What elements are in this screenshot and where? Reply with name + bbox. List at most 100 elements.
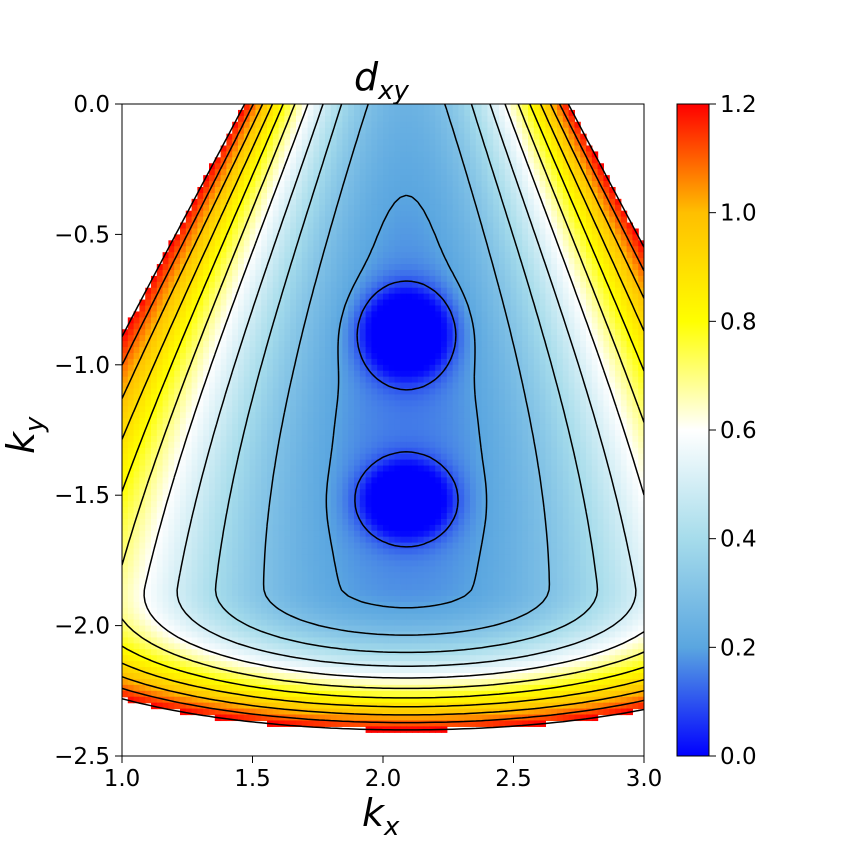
heatmap-cell	[406, 269, 413, 277]
heatmap-cell	[591, 269, 599, 277]
heatmap-cell	[516, 441, 523, 449]
heatmap-cell	[475, 240, 483, 247]
heatmap-cell	[301, 204, 309, 212]
heatmap-cell	[388, 210, 396, 218]
heatmap-cell	[493, 329, 500, 336]
heatmap-cell	[348, 145, 355, 153]
heatmap-cell	[499, 430, 506, 437]
heatmap-cell	[441, 388, 448, 396]
heatmap-cell	[336, 394, 343, 401]
heatmap-cell	[168, 400, 175, 407]
heatmap-cell	[493, 204, 500, 212]
heatmap-cell	[423, 216, 430, 224]
heatmap-cell	[574, 234, 581, 241]
heatmap-cell	[342, 186, 349, 194]
heatmap-cell	[388, 181, 396, 188]
heatmap-cell	[284, 412, 291, 419]
heatmap-cell	[638, 453, 644, 461]
heatmap-cell	[220, 258, 227, 265]
heatmap-cell	[290, 240, 297, 247]
heatmap-cell	[481, 186, 488, 194]
heatmap-cell	[313, 258, 320, 265]
heatmap-cell	[388, 406, 396, 413]
heatmap-cell	[429, 186, 436, 194]
heatmap-cell	[330, 192, 338, 200]
heatmap-cell	[174, 299, 181, 307]
heatmap-cell	[296, 264, 303, 271]
heatmap-cell	[255, 163, 262, 170]
heatmap-cell	[226, 264, 233, 271]
heatmap-cell	[452, 228, 459, 235]
heatmap-cell	[388, 121, 396, 129]
heatmap-cell	[243, 358, 251, 366]
heatmap-cell	[313, 388, 320, 396]
heatmap-cell	[557, 104, 564, 111]
heatmap-cell	[278, 163, 285, 170]
heatmap-cell	[226, 275, 233, 283]
heatmap-cell	[429, 311, 436, 318]
heatmap-cell	[464, 145, 471, 153]
heatmap-cell	[365, 347, 372, 354]
heatmap-cell	[336, 210, 343, 218]
heatmap-cell	[481, 453, 488, 461]
heatmap-cell	[417, 394, 425, 401]
heatmap-cell	[377, 311, 384, 318]
heatmap-cell	[284, 400, 291, 407]
heatmap-cell	[383, 127, 390, 135]
heatmap-cell	[290, 175, 297, 182]
heatmap-cell	[220, 453, 227, 461]
heatmap-cell	[435, 317, 442, 324]
heatmap-cell	[174, 400, 181, 407]
heatmap-cell	[226, 299, 233, 307]
heatmap-cell	[243, 335, 251, 342]
heatmap-cell	[278, 157, 285, 164]
heatmap-cell	[371, 347, 378, 354]
heatmap-cell	[127, 459, 135, 467]
heatmap-cell	[626, 222, 633, 230]
heatmap-cell	[458, 376, 465, 384]
heatmap-cell	[232, 441, 239, 449]
heatmap-cell	[412, 465, 419, 473]
heatmap-cell	[122, 412, 129, 419]
heatmap-cell	[516, 299, 523, 307]
heatmap-cell	[458, 133, 465, 141]
heatmap-cell	[383, 204, 390, 212]
heatmap-cell	[151, 394, 158, 401]
heatmap-cell	[545, 394, 552, 401]
heatmap-cell	[249, 400, 256, 407]
heatmap-cell	[301, 281, 309, 289]
heatmap-cell	[296, 400, 303, 407]
heatmap-cell	[127, 394, 135, 401]
heatmap-cell	[435, 127, 442, 135]
heatmap-cell	[446, 204, 454, 212]
heatmap-cell	[499, 335, 506, 342]
heatmap-cell	[232, 406, 239, 413]
heatmap-cell	[278, 352, 285, 360]
heatmap-cell	[348, 370, 355, 378]
heatmap-cell	[638, 246, 644, 253]
heatmap-cell	[417, 400, 425, 407]
heatmap-cell	[435, 181, 442, 188]
heatmap-cell	[522, 341, 529, 348]
heatmap-cell	[435, 376, 442, 384]
heatmap-cell	[545, 299, 552, 307]
heatmap-cell	[267, 293, 274, 301]
heatmap-cell	[632, 299, 639, 307]
heatmap-cell	[597, 441, 604, 449]
heatmap-cell	[313, 370, 320, 378]
heatmap-cell	[417, 234, 425, 241]
heatmap-cell	[168, 358, 175, 366]
heatmap-cell	[551, 192, 558, 200]
heatmap-cell	[394, 341, 401, 348]
heatmap-cell	[539, 293, 546, 301]
heatmap-cell	[597, 246, 604, 253]
heatmap-cell	[377, 341, 384, 348]
heatmap-cell	[470, 435, 477, 443]
heatmap-cell	[336, 329, 343, 336]
heatmap-cell	[470, 145, 477, 153]
heatmap-cell	[510, 382, 517, 390]
heatmap-cell	[400, 352, 407, 360]
heatmap-cell	[267, 157, 274, 164]
heatmap-cell	[139, 329, 146, 336]
heatmap-cell	[493, 281, 500, 289]
